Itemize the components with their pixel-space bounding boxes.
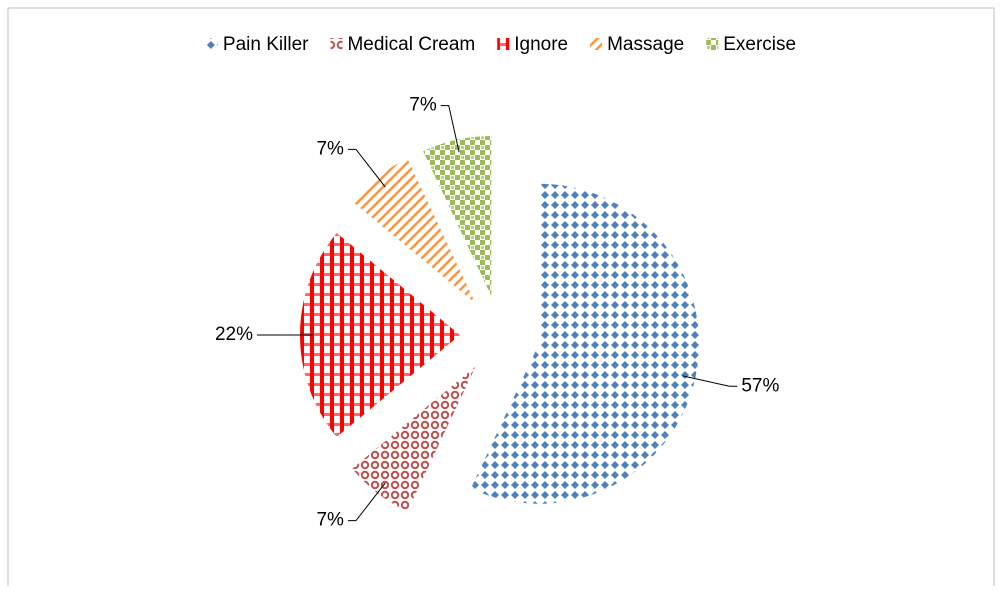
legend-swatch — [590, 38, 603, 50]
legend: Pain Killer Medical Cream Ignore Massage Exe… — [205, 34, 796, 55]
pie-slice — [300, 233, 460, 437]
data-label: 7% — [316, 138, 344, 159]
legend-swatch — [706, 38, 719, 50]
data-label: 7% — [316, 510, 344, 531]
chart-border — [7, 7, 995, 591]
data-label: 7% — [409, 95, 437, 116]
legend-swatch — [205, 38, 218, 50]
legend-swatch — [330, 38, 343, 50]
pie-slice — [352, 366, 476, 512]
legend-label: Ignore — [514, 34, 568, 55]
leader-line — [682, 375, 738, 387]
leader-line — [347, 148, 386, 188]
legend-label: Pain Killer — [223, 34, 309, 55]
legend-label: Massage — [607, 34, 684, 55]
pie-slice — [352, 158, 476, 304]
data-label: 22% — [215, 324, 253, 345]
leader-line — [440, 105, 460, 153]
legend-label: Medical Cream — [347, 34, 475, 55]
data-label: 57% — [741, 375, 779, 396]
legend-label: Exercise — [723, 34, 796, 55]
legend-swatch — [497, 38, 510, 50]
leader-line — [347, 482, 386, 522]
pie-slice — [423, 135, 492, 296]
pie-slice — [470, 183, 700, 504]
